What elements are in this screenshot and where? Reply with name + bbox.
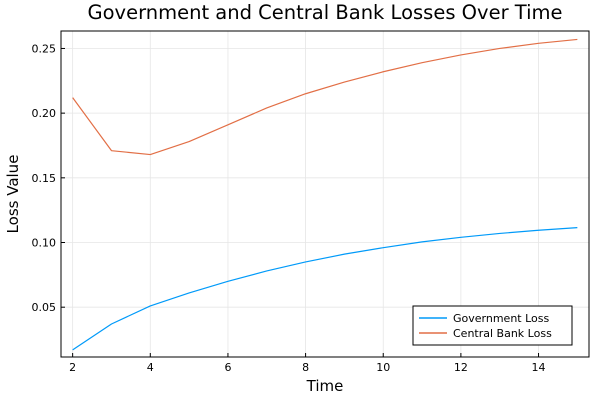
x-tick-label: 14 — [532, 361, 546, 374]
plot-frame — [60, 30, 590, 358]
y-tick-label: 0.20 — [32, 107, 57, 120]
x-tick-label: 2 — [69, 361, 76, 374]
x-tick-label: 8 — [302, 361, 309, 374]
y-tick-label: 0.15 — [32, 172, 57, 185]
chart-title: Government and Central Bank Losses Over … — [87, 1, 562, 24]
series-line-government-loss — [72, 227, 578, 351]
legend-label: Central Bank Loss — [453, 327, 552, 340]
x-tick-label: 6 — [224, 361, 231, 374]
grid — [61, 31, 589, 357]
y-axis-label: Loss Value — [4, 155, 22, 234]
y-tick-label: 0.25 — [32, 42, 57, 55]
legend-box — [412, 305, 573, 346]
legend-label: Government Loss — [453, 312, 549, 325]
legend: Government Loss Central Bank Loss — [412, 305, 573, 346]
x-axis-label: Time — [306, 377, 344, 395]
y-tick-label: 0.10 — [32, 237, 57, 250]
x-tick-label: 10 — [376, 361, 390, 374]
series-layer — [72, 38, 578, 351]
x-tick-label: 12 — [454, 361, 468, 374]
x-tick-label: 4 — [147, 361, 154, 374]
axis-ticks: 2 4 6 8 10 12 14 0.05 0.10 0.15 0.20 0.25 — [32, 42, 546, 374]
series-line-central-bank-loss — [72, 38, 578, 156]
y-tick-label: 0.05 — [32, 301, 57, 314]
